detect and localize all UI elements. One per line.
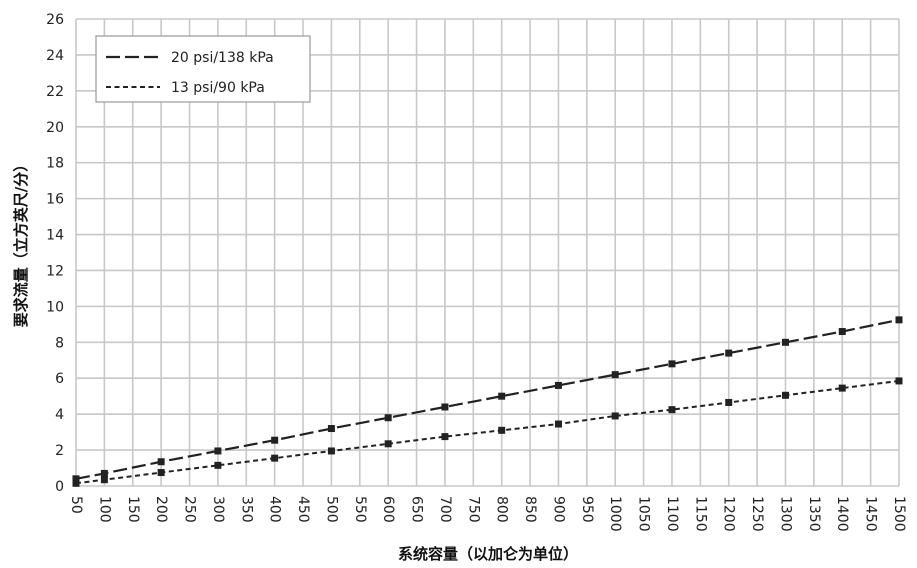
y-tick-label: 6 (55, 371, 64, 387)
x-tick-label: 600 (380, 496, 396, 523)
x-tick-label: 650 (409, 496, 425, 523)
x-tick-label: 550 (352, 496, 368, 523)
y-tick-label: 4 (55, 407, 64, 423)
x-tick-label: 950 (579, 496, 595, 523)
y-tick-label: 26 (46, 12, 64, 28)
y-tick-label: 0 (55, 479, 64, 495)
y-tick-label: 12 (46, 263, 64, 279)
legend: 20 psi/138 kPa 13 psi/90 kPa (95, 35, 311, 103)
data-point-marker (157, 469, 165, 477)
data-point-marker (498, 426, 506, 434)
series-line-1 (75, 379, 900, 485)
data-point-marker (895, 316, 903, 324)
data-point-marker (668, 360, 676, 368)
series-lines (72, 316, 903, 487)
x-tick-label: 1200 (721, 496, 737, 532)
data-point-marker (384, 440, 392, 448)
data-point-marker (668, 406, 676, 414)
legend-box (95, 35, 311, 103)
x-tick-label: 1400 (834, 496, 850, 532)
x-tick-label: 800 (494, 496, 510, 523)
x-tick-label: 1150 (692, 496, 708, 532)
x-axis-tick-labels: 50 100 150 200 250 300 350 400 450 500 550 600 650 70… (68, 496, 907, 532)
x-tick-label: 300 (210, 496, 226, 523)
data-point-marker (611, 371, 619, 379)
series-line-0 (75, 318, 900, 480)
y-tick-label: 18 (46, 156, 64, 172)
data-point-marker (441, 433, 449, 441)
data-point-marker (214, 447, 222, 455)
data-point-marker (271, 454, 279, 462)
x-tick-label: 350 (238, 496, 254, 523)
x-tick-label: 1100 (664, 496, 680, 532)
x-tick-label: 50 (68, 496, 84, 514)
x-tick-label: 1000 (607, 496, 623, 532)
data-point-marker (327, 447, 335, 455)
legend-label-20psi: 20 psi/138 kPa (171, 50, 274, 66)
data-point-marker (72, 479, 80, 487)
data-point-marker (100, 476, 108, 484)
data-point-marker (214, 461, 222, 469)
data-point-marker (781, 338, 789, 346)
x-tick-label: 1250 (749, 496, 765, 532)
y-tick-label: 16 (46, 192, 64, 208)
x-axis-title: 系统容量（以加仑为单位） (398, 545, 578, 563)
x-tick-label: 100 (96, 496, 112, 523)
data-point-marker (838, 328, 846, 336)
x-tick-label: 1350 (806, 496, 822, 532)
x-tick-label: 1300 (777, 496, 793, 532)
x-tick-label: 450 (295, 496, 311, 523)
x-tick-label: 400 (267, 496, 283, 523)
data-point-marker (72, 475, 80, 483)
y-tick-label: 20 (46, 120, 64, 136)
data-point-marker (100, 469, 108, 477)
data-point-marker (384, 414, 392, 422)
data-point-marker (838, 384, 846, 392)
data-point-marker (554, 381, 562, 389)
y-tick-label: 10 (46, 299, 64, 315)
y-axis-title: 要求流量（立方英尺/分） (12, 157, 30, 327)
y-tick-label: 22 (46, 84, 64, 100)
x-tick-label: 900 (550, 496, 566, 523)
data-point-marker (327, 425, 335, 433)
data-point-marker (725, 349, 733, 357)
data-point-marker (498, 392, 506, 400)
x-tick-label: 1050 (636, 496, 652, 532)
x-tick-label: 700 (437, 496, 453, 523)
x-tick-label: 1500 (891, 496, 907, 532)
y-tick-label: 8 (55, 335, 64, 351)
y-tick-label: 24 (46, 48, 64, 64)
data-point-marker (725, 398, 733, 406)
data-point-marker (441, 403, 449, 411)
data-point-marker (781, 391, 789, 399)
x-tick-label: 750 (465, 496, 481, 523)
data-point-marker (271, 436, 279, 444)
x-tick-label: 1450 (863, 496, 879, 532)
x-tick-label: 150 (125, 496, 141, 523)
x-tick-label: 200 (153, 496, 169, 523)
x-tick-label: 500 (323, 496, 339, 523)
y-tick-label: 2 (55, 443, 64, 459)
x-tick-label: 850 (522, 496, 538, 523)
x-tick-label: 250 (182, 496, 198, 523)
data-point-marker (554, 420, 562, 428)
data-point-marker (611, 412, 619, 420)
y-tick-label: 14 (46, 228, 64, 244)
data-point-marker (895, 377, 903, 385)
data-point-marker (157, 458, 165, 466)
legend-label-13psi: 13 psi/90 kPa (171, 80, 265, 96)
